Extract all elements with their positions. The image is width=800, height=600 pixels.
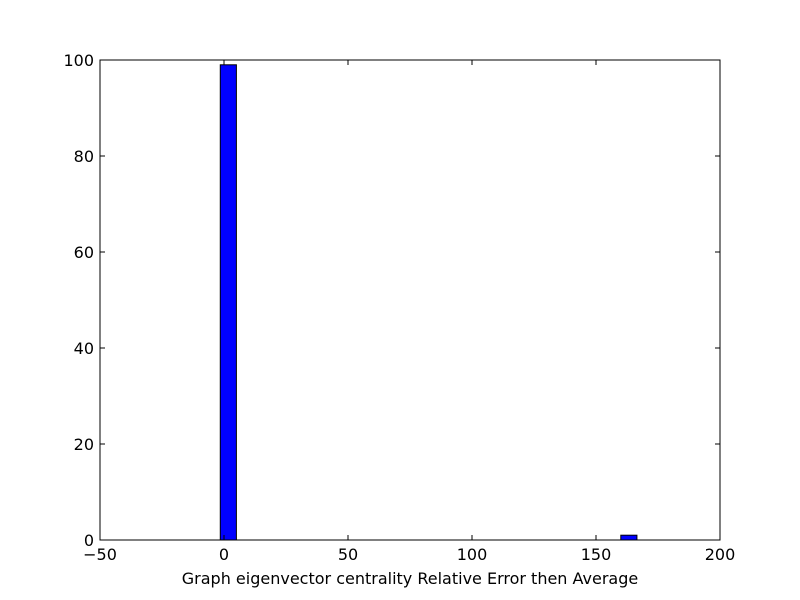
histogram-bar-1 [620, 534, 638, 541]
x-axis-label: Graph eigenvector centrality Relative Er… [182, 569, 638, 588]
x-tick-label: 100 [457, 545, 488, 564]
y-tick-label: 0 [84, 531, 94, 550]
y-tick-label: 80 [74, 147, 94, 166]
y-tick-label: 20 [74, 435, 94, 454]
x-tick-label: −50 [83, 545, 117, 564]
y-tick-label: 100 [63, 51, 94, 70]
y-tick-label: 60 [74, 243, 94, 262]
y-tick-label: 40 [74, 339, 94, 358]
plot-frame [99, 59, 721, 541]
x-tick-label: 200 [705, 545, 736, 564]
x-tick-label: 50 [338, 545, 358, 564]
histogram-bar-0 [219, 64, 237, 541]
bars-group [219, 64, 638, 541]
x-tick-label: 0 [219, 545, 229, 564]
x-tick-label: 150 [581, 545, 612, 564]
